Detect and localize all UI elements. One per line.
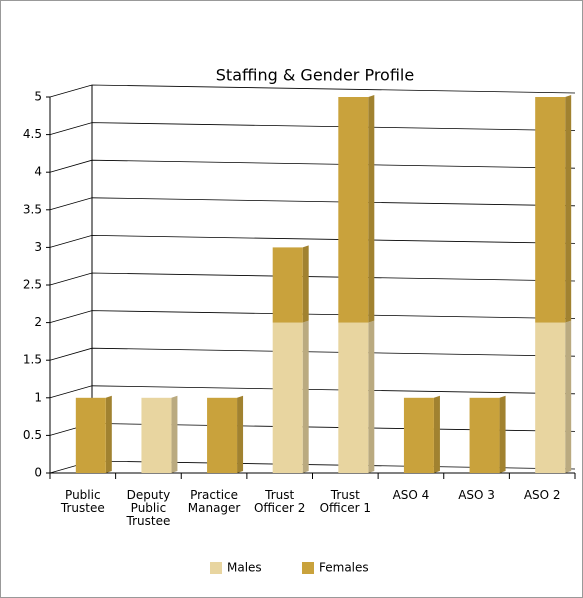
bar — [207, 397, 238, 473]
legend-label: Females — [319, 561, 369, 575]
bar-side — [368, 320, 375, 473]
legend-swatch — [302, 562, 314, 574]
grid-line — [49, 159, 576, 173]
x-tick-label: ASO 2 — [523, 488, 561, 502]
x-tick-label: Deputy Public Trustee — [126, 488, 171, 528]
y-tick-label: 1 — [34, 390, 42, 404]
legend-label: Males — [227, 561, 262, 575]
bar-side — [368, 95, 375, 323]
y-tick-label: 3 — [34, 240, 42, 254]
grid-line — [49, 234, 576, 248]
y-tick-label: 2.5 — [23, 278, 42, 292]
bar — [338, 97, 369, 323]
bar — [535, 322, 566, 473]
x-tick-label: ASO 4 — [392, 488, 430, 502]
y-tick-label: 0 — [34, 466, 42, 480]
bar — [272, 247, 303, 323]
bar — [469, 397, 500, 473]
x-tick-label: Trust Officer 2 — [253, 488, 306, 515]
y-tick-label: 1.5 — [23, 353, 42, 367]
bar — [338, 322, 369, 473]
y-tick-label: 0.5 — [23, 428, 42, 442]
grid-line — [49, 272, 576, 286]
bar-side — [565, 320, 572, 473]
x-tick-label: Public Trustee — [60, 488, 105, 515]
bar — [141, 397, 172, 473]
grid-line — [49, 347, 576, 361]
x-tick-label: Practice Manager — [187, 488, 241, 515]
chart-title: Staffing & Gender Profile — [216, 66, 414, 85]
bar-side — [433, 395, 440, 473]
grid-line — [49, 122, 576, 135]
bar-side — [302, 245, 309, 323]
bar — [403, 397, 434, 473]
y-tick-label: 5 — [34, 90, 42, 104]
bar-side — [171, 395, 178, 473]
bar-side — [499, 395, 506, 473]
x-tick-label: Trust Officer 1 — [319, 488, 372, 515]
bar — [535, 97, 566, 323]
grid-line — [49, 385, 576, 399]
y-tick-label: 3.5 — [23, 202, 42, 216]
bar-side — [302, 320, 309, 473]
bar-side — [105, 395, 112, 473]
y-tick-label: 4.5 — [23, 127, 42, 141]
bar-side — [565, 95, 572, 323]
y-tick-label: 2 — [34, 315, 42, 329]
bar — [75, 397, 106, 473]
y-tick-label: 4 — [34, 165, 42, 179]
grid-line — [49, 84, 576, 98]
x-tick-label: ASO 3 — [458, 488, 495, 502]
grid-line — [49, 197, 576, 211]
legend-swatch — [210, 562, 222, 574]
grid-line — [49, 310, 576, 323]
bar — [272, 322, 303, 473]
bar-side — [237, 395, 244, 473]
